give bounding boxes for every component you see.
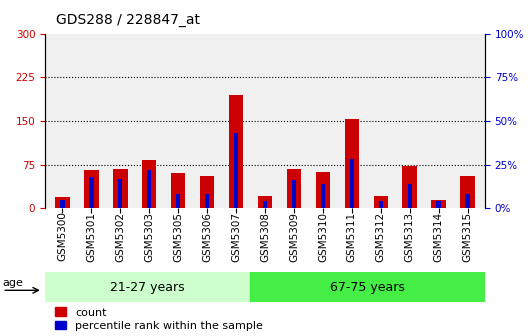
Bar xyxy=(465,194,470,208)
Bar xyxy=(147,170,152,208)
Text: 21-27 years: 21-27 years xyxy=(110,281,185,294)
Text: GSM5315: GSM5315 xyxy=(463,212,473,262)
Bar xyxy=(374,196,388,208)
Bar xyxy=(45,272,250,302)
Bar xyxy=(113,169,128,208)
Bar xyxy=(250,272,485,302)
Bar xyxy=(437,201,441,208)
Bar xyxy=(431,200,446,208)
Text: GSM5314: GSM5314 xyxy=(434,212,444,262)
Bar xyxy=(234,133,238,208)
Text: GSM5306: GSM5306 xyxy=(202,212,212,261)
Bar xyxy=(350,159,354,208)
Bar xyxy=(205,194,209,208)
Bar xyxy=(118,179,122,208)
Text: GDS288 / 228847_at: GDS288 / 228847_at xyxy=(56,13,200,27)
Bar xyxy=(292,180,296,208)
Text: GSM5302: GSM5302 xyxy=(116,212,125,261)
Bar xyxy=(142,160,156,208)
Bar xyxy=(229,95,243,208)
Bar xyxy=(89,177,93,208)
Bar xyxy=(258,196,272,208)
Text: GSM5308: GSM5308 xyxy=(260,212,270,261)
Text: 67-75 years: 67-75 years xyxy=(330,281,405,294)
Bar xyxy=(316,172,330,208)
Text: GSM5300: GSM5300 xyxy=(57,212,67,261)
Text: GSM5301: GSM5301 xyxy=(86,212,96,261)
Bar xyxy=(176,194,180,208)
Text: GSM5312: GSM5312 xyxy=(376,212,386,262)
Bar xyxy=(84,170,99,208)
Bar xyxy=(378,201,383,208)
Bar xyxy=(263,201,267,208)
Text: GSM5309: GSM5309 xyxy=(289,212,299,261)
Bar xyxy=(344,119,359,208)
Bar xyxy=(321,184,325,208)
Text: GSM5310: GSM5310 xyxy=(318,212,328,261)
Bar xyxy=(171,173,185,208)
Text: GSM5313: GSM5313 xyxy=(405,212,414,262)
Bar xyxy=(287,169,301,208)
Bar xyxy=(461,176,475,208)
Text: GSM5303: GSM5303 xyxy=(144,212,154,261)
Bar xyxy=(402,166,417,208)
Text: age: age xyxy=(2,278,23,288)
Text: GSM5307: GSM5307 xyxy=(231,212,241,261)
Bar xyxy=(55,197,69,208)
Bar xyxy=(408,184,412,208)
Text: GSM5305: GSM5305 xyxy=(173,212,183,261)
Bar xyxy=(200,176,214,208)
Legend: count, percentile rank within the sample: count, percentile rank within the sample xyxy=(50,303,267,335)
Text: GSM5311: GSM5311 xyxy=(347,212,357,262)
Bar xyxy=(60,200,65,208)
